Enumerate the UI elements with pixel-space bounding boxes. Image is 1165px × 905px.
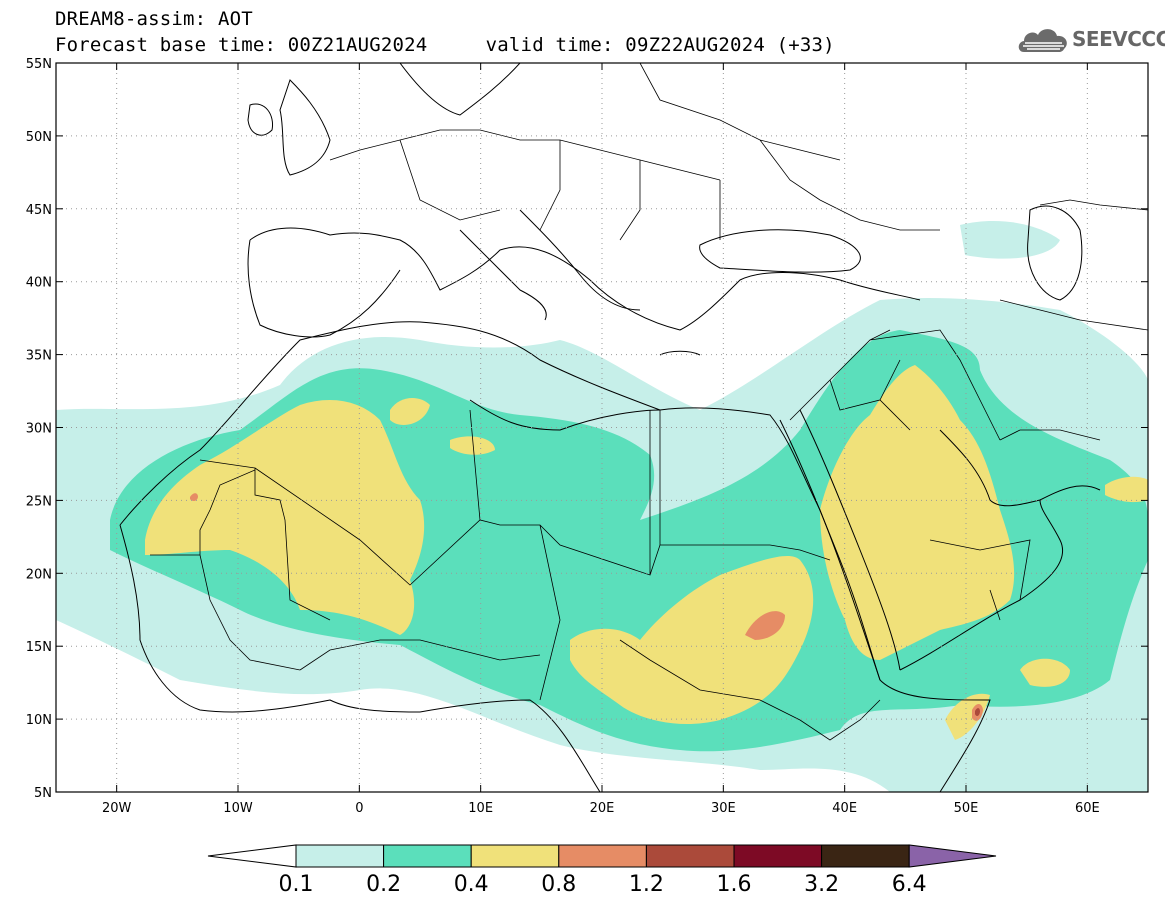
lat-label: 35N bbox=[26, 349, 52, 364]
colorbar-segment bbox=[645, 844, 735, 868]
iberia-coast bbox=[247, 239, 401, 338]
colorbar bbox=[207, 844, 997, 868]
colorbar-label: 1.6 bbox=[717, 872, 752, 897]
uk-coast bbox=[279, 79, 331, 176]
lon-label: 50E bbox=[954, 801, 979, 816]
colorbar-segment bbox=[295, 844, 385, 868]
ireland-coast bbox=[247, 103, 274, 136]
colorbar-label: 1.2 bbox=[629, 872, 664, 897]
borders-east-europe bbox=[639, 63, 940, 231]
aot-contour-0.8-sudan bbox=[745, 611, 785, 640]
aot-contour-0.1-east bbox=[960, 220, 1060, 259]
lat-label: 25N bbox=[26, 494, 52, 509]
mediterranean-coast-south bbox=[469, 399, 661, 431]
persian-gulf-coast bbox=[939, 429, 1101, 507]
lon-label: 20E bbox=[590, 801, 615, 816]
west-africa-coast bbox=[119, 524, 601, 792]
aot-contour-0.4-north bbox=[390, 398, 430, 425]
colorbar-label: 3.2 bbox=[804, 872, 839, 897]
colorbar-segment bbox=[821, 844, 910, 868]
cloud-icon bbox=[1018, 29, 1067, 52]
lat-label: 45N bbox=[26, 203, 52, 218]
colorbar-label: 0.2 bbox=[366, 872, 401, 897]
latitude-labels: 55N 50N 45N 40N 35N 30N 25N 20N 15N 10N 5N bbox=[26, 57, 52, 801]
colorbar-arrow-low bbox=[207, 844, 297, 868]
italy-coast bbox=[459, 229, 547, 321]
crete-coast bbox=[659, 350, 701, 356]
borders-north-africa bbox=[199, 409, 770, 701]
borders-europe bbox=[329, 129, 721, 241]
lon-label: 20W bbox=[102, 801, 132, 816]
borders-middle-east bbox=[789, 329, 1101, 441]
lon-label: 10W bbox=[223, 801, 253, 816]
forecast-times: Forecast base time: 00Z21AUG2024 valid t… bbox=[55, 34, 835, 56]
aot-contour-0.4-gulf bbox=[1105, 476, 1148, 503]
borders-east-africa bbox=[619, 544, 881, 741]
arabia-coast bbox=[899, 499, 1064, 671]
colorbar-segment bbox=[558, 844, 647, 868]
adriatic-coast bbox=[519, 209, 641, 311]
lat-label: 15N bbox=[26, 640, 52, 655]
black-sea-coast bbox=[699, 229, 861, 273]
colorbar-segment bbox=[733, 844, 823, 868]
colorbar-label: 6.4 bbox=[892, 872, 927, 897]
colorbar-segment bbox=[383, 844, 472, 868]
scandinavia-coast bbox=[399, 63, 521, 116]
lon-label: 10E bbox=[468, 801, 493, 816]
seevccc-logo: SEEVCCC bbox=[1016, 22, 1165, 58]
lat-label: 5N bbox=[34, 786, 52, 801]
red-sea-coast bbox=[779, 409, 901, 681]
lon-label: 30E bbox=[711, 801, 736, 816]
logo-text: SEEVCCC bbox=[1072, 27, 1165, 51]
lon-label: 0 bbox=[355, 801, 363, 816]
borders-central-asia bbox=[999, 199, 1148, 331]
aot-contour-0.4-sudan bbox=[570, 555, 814, 725]
lon-label: 60E bbox=[1075, 801, 1100, 816]
borders-west-africa bbox=[150, 469, 541, 671]
caspian-coast bbox=[1027, 205, 1083, 301]
latitude-ticks bbox=[56, 62, 1148, 793]
map-title: DREAM8-assim: AOT bbox=[55, 8, 253, 30]
colorbar-labels: 0.1 0.2 0.4 0.8 1.2 1.6 3.2 6.4 bbox=[279, 872, 927, 897]
colorbar-segment bbox=[470, 844, 560, 868]
colorbar-label: 0.1 bbox=[279, 872, 314, 897]
lat-label: 10N bbox=[26, 713, 52, 728]
aot-contour-0.4-arabian-sea bbox=[1020, 658, 1070, 687]
coastlines bbox=[119, 63, 1101, 792]
longitude-ticks bbox=[116, 63, 1088, 792]
europe-coast bbox=[249, 227, 921, 331]
colorbar-label: 0.8 bbox=[541, 872, 576, 897]
aot-contour-0.4-sahara bbox=[450, 436, 495, 455]
lat-label: 20N bbox=[26, 567, 52, 582]
country-borders bbox=[150, 63, 1148, 741]
aot-contour-1.2-somalia bbox=[975, 708, 980, 717]
lat-label: 50N bbox=[26, 130, 52, 145]
colorbar-arrow-high bbox=[908, 844, 997, 868]
lat-label: 40N bbox=[26, 276, 52, 291]
colorbar-label: 0.4 bbox=[454, 872, 489, 897]
borders-arabia bbox=[929, 539, 1031, 621]
longitude-labels: 20W 10W 0 10E 20E 30E 40E 50E 60E bbox=[102, 801, 1100, 816]
lat-label: 30N bbox=[26, 422, 52, 437]
aot-contour-1.2-sahara bbox=[190, 493, 198, 502]
lat-label: 55N bbox=[26, 57, 52, 72]
lon-label: 40E bbox=[832, 801, 857, 816]
